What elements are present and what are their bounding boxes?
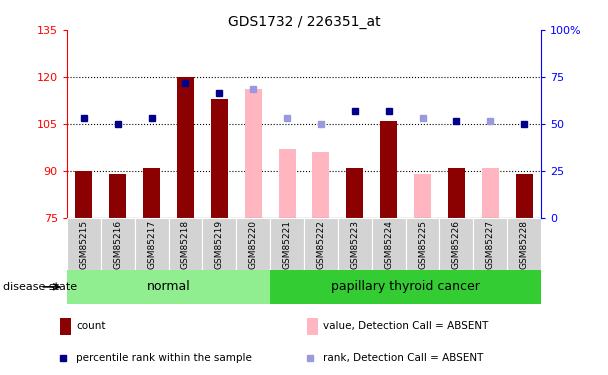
Text: GSM85216: GSM85216 <box>113 220 122 269</box>
Bar <box>304 217 338 270</box>
Text: GSM85222: GSM85222 <box>316 220 325 269</box>
Bar <box>313 152 330 217</box>
Bar <box>440 217 474 270</box>
Bar <box>202 217 237 270</box>
Bar <box>507 217 541 270</box>
Bar <box>270 217 304 270</box>
Bar <box>270 270 541 304</box>
Text: GSM85220: GSM85220 <box>249 220 258 269</box>
Bar <box>237 217 270 270</box>
Bar <box>168 217 202 270</box>
Text: GSM85227: GSM85227 <box>486 220 495 269</box>
Bar <box>347 168 364 217</box>
Text: GSM85223: GSM85223 <box>350 220 359 269</box>
Bar <box>67 217 101 270</box>
Bar <box>380 121 397 218</box>
Text: GSM85215: GSM85215 <box>79 220 88 269</box>
Text: count: count <box>76 321 105 332</box>
Bar <box>406 217 440 270</box>
Bar <box>177 77 194 218</box>
Text: GSM85219: GSM85219 <box>215 220 224 269</box>
Text: rank, Detection Call = ABSENT: rank, Detection Call = ABSENT <box>323 353 483 363</box>
Bar <box>211 99 228 218</box>
Bar <box>75 171 92 217</box>
Text: disease state: disease state <box>3 282 77 292</box>
Title: GDS1732 / 226351_at: GDS1732 / 226351_at <box>227 15 381 29</box>
Text: percentile rank within the sample: percentile rank within the sample <box>76 353 252 363</box>
Bar <box>60 318 71 335</box>
Bar <box>67 270 270 304</box>
Text: papillary thyroid cancer: papillary thyroid cancer <box>331 280 480 293</box>
Bar <box>414 174 431 217</box>
Text: GSM85225: GSM85225 <box>418 220 427 269</box>
Bar <box>338 217 371 270</box>
Bar <box>371 217 406 270</box>
Bar <box>143 168 160 217</box>
Text: GSM85221: GSM85221 <box>283 220 292 269</box>
Text: GSM85226: GSM85226 <box>452 220 461 269</box>
Bar <box>109 174 126 217</box>
Bar <box>307 318 318 335</box>
Bar <box>134 217 168 270</box>
Bar <box>474 217 507 270</box>
Bar <box>278 149 295 217</box>
Text: normal: normal <box>147 280 190 293</box>
Text: value, Detection Call = ABSENT: value, Detection Call = ABSENT <box>323 321 489 332</box>
Bar <box>448 168 465 217</box>
Text: GSM85224: GSM85224 <box>384 220 393 269</box>
Bar <box>482 168 499 217</box>
Bar <box>516 174 533 217</box>
Bar <box>244 89 261 218</box>
Text: GSM85217: GSM85217 <box>147 220 156 269</box>
Bar <box>101 217 134 270</box>
Text: GSM85228: GSM85228 <box>520 220 529 269</box>
Text: GSM85218: GSM85218 <box>181 220 190 269</box>
